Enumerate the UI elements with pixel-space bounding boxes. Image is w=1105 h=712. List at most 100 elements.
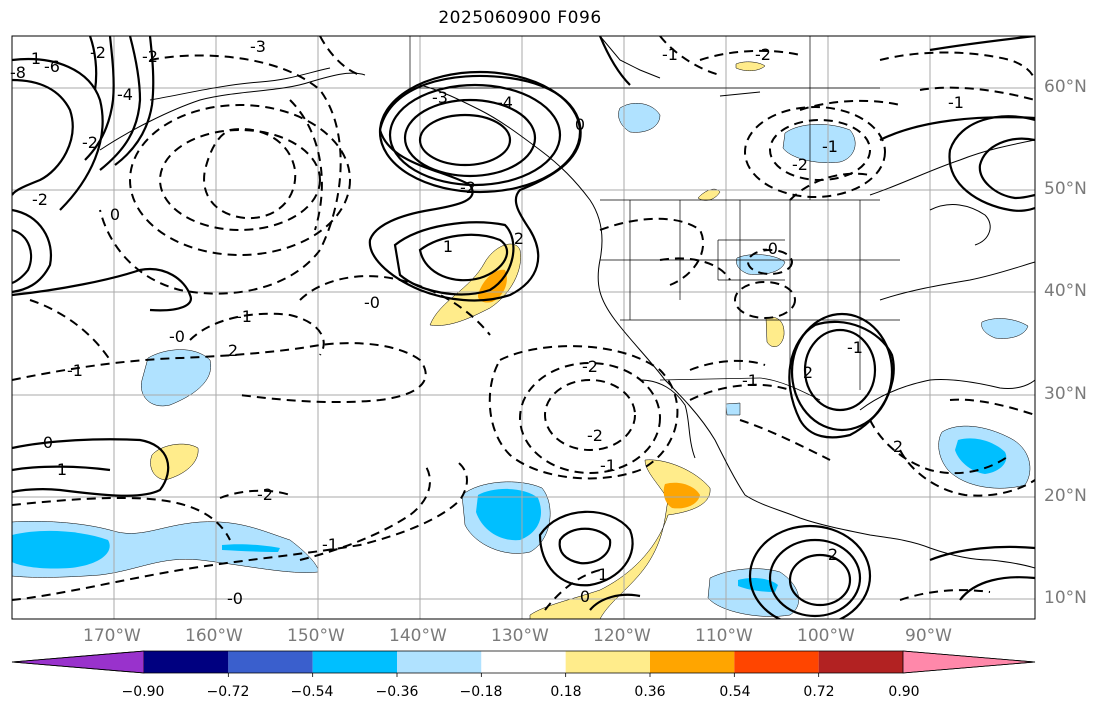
map-content: [12, 36, 1035, 619]
lat-label-30n: 30°N: [1044, 384, 1087, 404]
contour-label: -4: [497, 93, 513, 112]
contour-label: 1: [443, 237, 453, 256]
contour-label: 1: [598, 565, 608, 584]
shade-positive: [150, 443, 199, 481]
contour-label: -1: [948, 93, 964, 112]
colorbar-label: 0.36: [634, 684, 666, 700]
contour-label: -2: [257, 485, 273, 504]
shading-layer: [12, 61, 1031, 619]
lon-label-170w: 170°W: [83, 626, 141, 646]
colorbar-segment: [397, 651, 482, 673]
contour-label: 2: [803, 363, 813, 382]
contour-label: -2: [90, 43, 106, 62]
contour-label: -2: [792, 155, 808, 174]
colorbar-label: −0.18: [459, 684, 503, 700]
contour-label: 2: [893, 437, 903, 456]
lon-label-120w: 120°W: [593, 626, 651, 646]
contour-label: 2: [228, 341, 238, 360]
contour-label: 1: [57, 460, 67, 479]
contour-label: -0: [762, 239, 778, 258]
lat-label-20n: 20°N: [1044, 486, 1087, 506]
shade-negative-core: [955, 438, 1007, 474]
contour-label: -1: [662, 45, 678, 64]
lat-label-60n: 60°N: [1044, 77, 1087, 97]
contour-label: -8: [10, 63, 26, 82]
contour-label: 0: [43, 433, 53, 452]
contour-label: 2: [828, 545, 838, 564]
colorbar-segment: [228, 651, 313, 673]
contour-label: -0: [364, 293, 380, 312]
colorbar-extend-min: [11, 650, 145, 674]
contour-label: -1: [742, 371, 758, 390]
contour-label: 0: [580, 587, 590, 606]
contour-label: -2: [582, 357, 598, 376]
shade-positive: [735, 61, 766, 71]
coastlines: [99, 36, 1035, 569]
shade-positive: [765, 317, 785, 347]
contour-label: 0: [110, 205, 120, 224]
shade-positive: [697, 188, 721, 201]
colorbar-label: 0.90: [888, 684, 920, 700]
colorbar-segment: [818, 651, 903, 673]
shade-positive-core: [663, 482, 700, 509]
contour-label: -1: [600, 456, 616, 475]
colorbar-segment: [312, 651, 397, 673]
contour-label: 1: [31, 49, 41, 68]
contour-label: -0: [227, 589, 243, 608]
contour-label: -1: [822, 137, 838, 156]
lon-label-150w: 150°W: [287, 626, 345, 646]
lon-label-160w: 160°W: [185, 626, 243, 646]
contour-label: 0: [575, 115, 585, 134]
lat-label-40n: 40°N: [1044, 281, 1087, 301]
map-frame: [11, 35, 1036, 620]
colorbar-label: 0.54: [719, 684, 751, 700]
contour-labels: -8 -6-2 -2-3-40-3 -4-20-1 -2-11 2-0-1-0-1201-…: [10, 37, 964, 608]
shade-negative-core: [12, 530, 110, 569]
colorbar-label: −0.72: [206, 684, 250, 700]
lat-label-10n: 10°N: [1044, 588, 1087, 608]
contour-label: -3: [432, 88, 448, 107]
shade-negative: [618, 103, 661, 133]
colorbar-extend-max: [902, 650, 1036, 674]
colorbar-segment: [481, 651, 566, 673]
contours-negative: [12, 36, 1035, 611]
colorbar-segment: [144, 651, 229, 673]
map-title: 2025060900 F096: [438, 8, 602, 28]
contour-label: -1: [322, 535, 338, 554]
colorbar: [11, 650, 1036, 677]
shade-negative: [140, 349, 212, 407]
colorbar-label: 0.72: [803, 684, 835, 700]
shade-negative-core: [476, 488, 541, 541]
contour-label: -2: [32, 190, 48, 209]
colorbar-segment: [734, 651, 819, 673]
shade-negative-core: [738, 577, 778, 592]
shade-negative: [782, 124, 856, 163]
shade-positive: [529, 459, 711, 619]
lon-label-100w: 100°W: [797, 626, 855, 646]
contour-label: -2: [587, 426, 603, 445]
contour-label: -1: [847, 338, 863, 357]
shade-positive-core: [477, 269, 507, 303]
contour-label: -0: [169, 327, 185, 346]
contour-label: -2: [82, 133, 98, 152]
shade-negative: [981, 318, 1029, 339]
contour-label: -2: [142, 47, 158, 66]
political-borders: [409, 36, 900, 401]
lon-label-90w: 90°W: [905, 626, 952, 646]
lon-label-110w: 110°W: [695, 626, 753, 646]
colorbar-label: −0.90: [121, 684, 165, 700]
colorbar-segment: [565, 651, 650, 673]
colorbar-outline: [11, 650, 1036, 674]
lat-label-50n: 50°N: [1044, 179, 1087, 199]
shade-negative-core: [222, 544, 280, 552]
contour-label: -3: [250, 37, 266, 56]
contour-label: 2: [514, 229, 524, 248]
contour-label: -2: [460, 178, 476, 197]
contours-positive: [12, 36, 1035, 619]
colorbar-label: 0.18: [550, 684, 582, 700]
contour-label: -1: [236, 307, 252, 326]
colorbar-label: −0.36: [375, 684, 419, 700]
contour-label: -6: [44, 57, 60, 76]
lon-label-140w: 140°W: [389, 626, 447, 646]
